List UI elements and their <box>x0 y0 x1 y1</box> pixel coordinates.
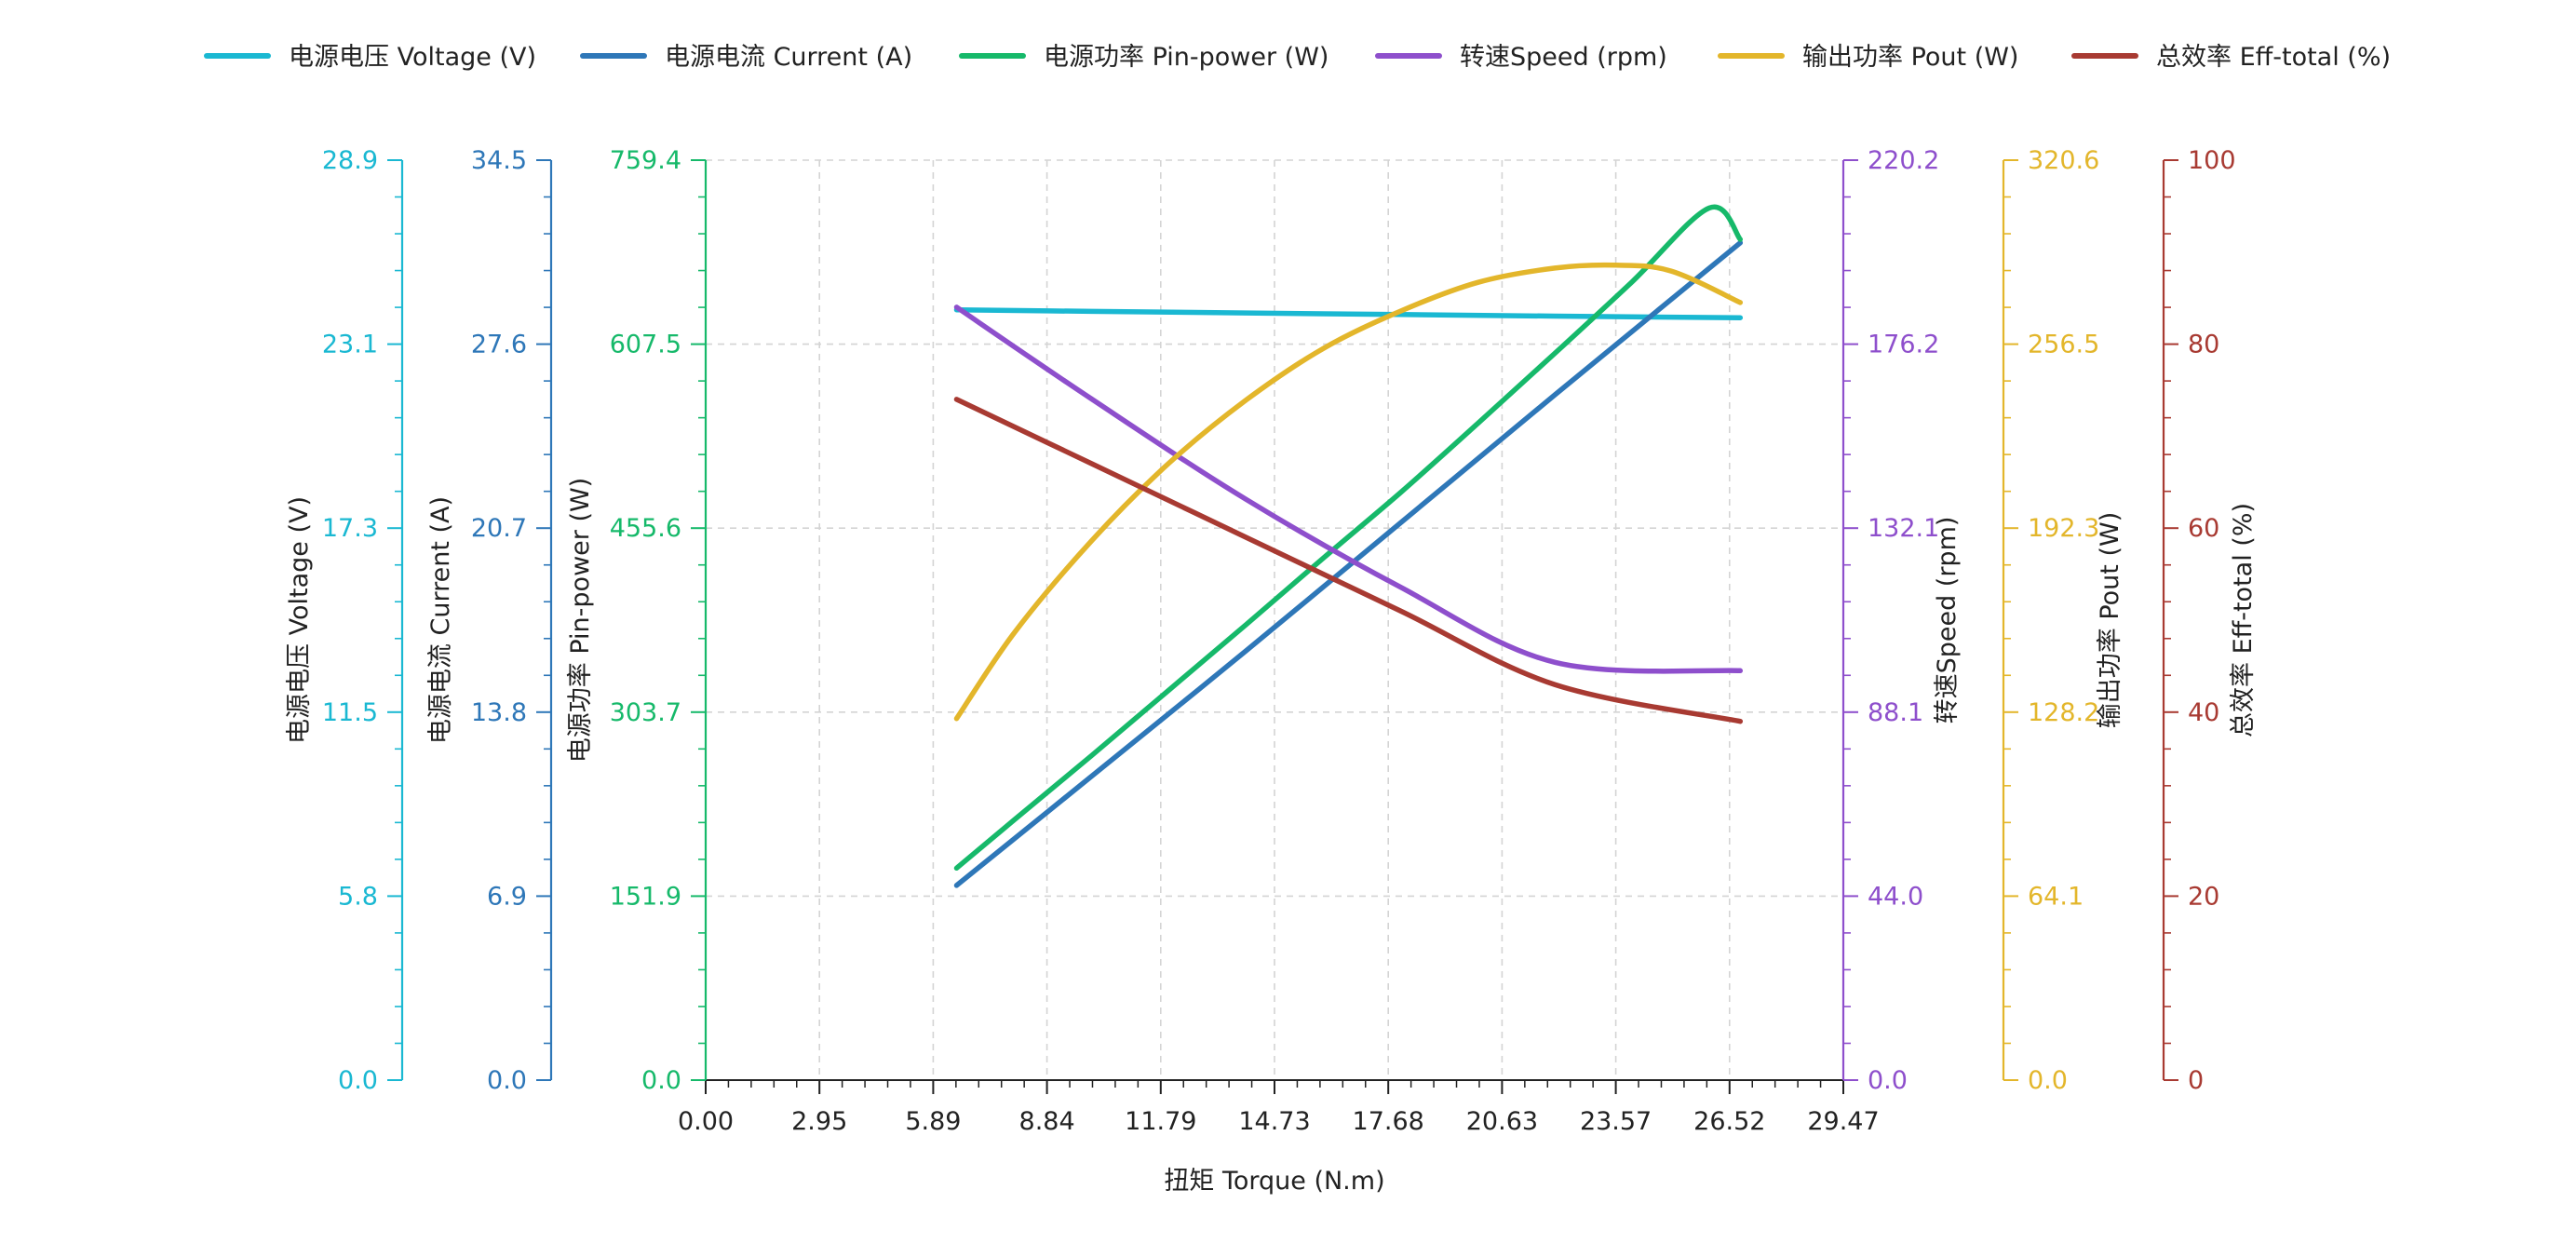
x-tick-label: 29.47 <box>1807 1107 1879 1136</box>
legend-label: 电源电压 Voltage (V) <box>289 43 536 72</box>
y-tick-label-current: 34.5 <box>471 146 527 175</box>
y-tick-label-pin: 455.6 <box>610 514 681 543</box>
y-tick-label-pout: 64.1 <box>2028 882 2084 911</box>
y-tick-label-voltage: 23.1 <box>322 331 378 359</box>
legend-label: 总效率 Eff-total (%) <box>2156 43 2391 72</box>
y-tick-label-pin: 0.0 <box>641 1066 681 1095</box>
y-tick-label-speed: 220.2 <box>1868 146 1939 175</box>
y-tick-label-voltage: 28.9 <box>322 146 378 175</box>
axes: 0.00 2.95 5.89 8.84 11.79 14.73 17.68 20.63 23.5… <box>285 146 2258 1136</box>
x-tick-label: 20.63 <box>1466 1107 1538 1136</box>
series-line-eff <box>953 397 1744 724</box>
y-tick-label-pout: 256.5 <box>2028 331 2099 359</box>
x-tick-label: 14.73 <box>1238 1107 1310 1136</box>
y-tick-label-pin: 151.9 <box>610 882 681 911</box>
x-tick-label: 8.84 <box>1019 1107 1075 1136</box>
y-tick-label-speed: 44.0 <box>1868 882 1923 911</box>
y-tick-label-pout: 320.6 <box>2028 146 2099 175</box>
x-tick-label: 5.89 <box>905 1107 961 1136</box>
y-tick-label-speed: 132.1 <box>1868 514 1939 543</box>
y-tick-label-pout: 192.3 <box>2028 514 2099 543</box>
x-tick-label: 17.68 <box>1353 1107 1424 1136</box>
x-tick-label: 26.52 <box>1693 1107 1765 1136</box>
y-tick-label-pin: 759.4 <box>610 146 681 175</box>
y-axis-title-pin: 电源功率 Pin-power (W) <box>566 478 595 763</box>
y-axis-title-speed: 转速Speed (rpm) <box>1933 517 1962 724</box>
y-tick-label-eff: 0 <box>2188 1066 2204 1095</box>
y-tick-label-speed: 88.1 <box>1868 698 1923 727</box>
y-tick-label-pout: 0.0 <box>2028 1066 2068 1095</box>
y-axis-title-pout: 输出功率 Pout (W) <box>2096 512 2124 728</box>
y-tick-label-eff: 80 <box>2188 331 2219 359</box>
y-tick-label-current: 0.0 <box>487 1066 527 1095</box>
y-tick-label-pout: 128.2 <box>2028 698 2099 727</box>
series-line-speed <box>953 304 1744 674</box>
plot-area <box>953 204 1744 888</box>
y-axis-title-current: 电源电流 Current (A) <box>426 496 455 744</box>
y-tick-label-current: 20.7 <box>471 514 527 543</box>
x-tick-label: 23.57 <box>1580 1107 1652 1136</box>
legend-label: 输出功率 Pout (W) <box>1802 43 2018 72</box>
x-tick-label: 2.95 <box>791 1107 847 1136</box>
y-tick-label-current: 6.9 <box>487 882 527 911</box>
y-tick-label-voltage: 11.5 <box>322 698 378 727</box>
y-tick-label-voltage: 5.8 <box>338 882 378 911</box>
series-line-current <box>953 240 1744 888</box>
y-tick-label-speed: 176.2 <box>1868 331 1939 359</box>
y-tick-label-current: 13.8 <box>471 698 527 727</box>
y-tick-label-pin: 607.5 <box>610 331 681 359</box>
legend: 电源电压 Voltage (V) 电源电流 Current (A) 电源功率 Pin… <box>204 43 2391 72</box>
grid <box>706 159 1843 1080</box>
legend-label: 电源功率 Pin-power (W) <box>1044 43 1328 72</box>
y-tick-label-voltage: 17.3 <box>322 514 378 543</box>
legend-label: 电源电流 Current (A) <box>665 43 912 72</box>
x-axis-title: 扭矩 Torque (N.m) <box>1164 1167 1384 1196</box>
y-tick-label-eff: 100 <box>2188 146 2236 175</box>
y-axis-title-eff: 总效率 Eff-total (%) <box>2229 503 2258 737</box>
series-line-pin <box>953 204 1744 872</box>
y-tick-label-voltage: 0.0 <box>338 1066 378 1095</box>
series-line-voltage <box>953 306 1744 320</box>
legend-label: 转速Speed (rpm) <box>1460 43 1667 72</box>
y-axis-title-voltage: 电源电压 Voltage (V) <box>285 496 314 744</box>
series-line-pout <box>953 262 1744 722</box>
x-tick-label: 0.00 <box>678 1107 734 1136</box>
y-tick-label-eff: 40 <box>2188 698 2219 727</box>
y-tick-label-current: 27.6 <box>471 331 527 359</box>
y-tick-label-eff: 20 <box>2188 882 2219 911</box>
x-tick-label: 11.79 <box>1125 1107 1196 1136</box>
y-tick-label-pin: 303.7 <box>610 698 681 727</box>
y-tick-label-eff: 60 <box>2188 514 2219 543</box>
y-tick-label-speed: 0.0 <box>1868 1066 1908 1095</box>
